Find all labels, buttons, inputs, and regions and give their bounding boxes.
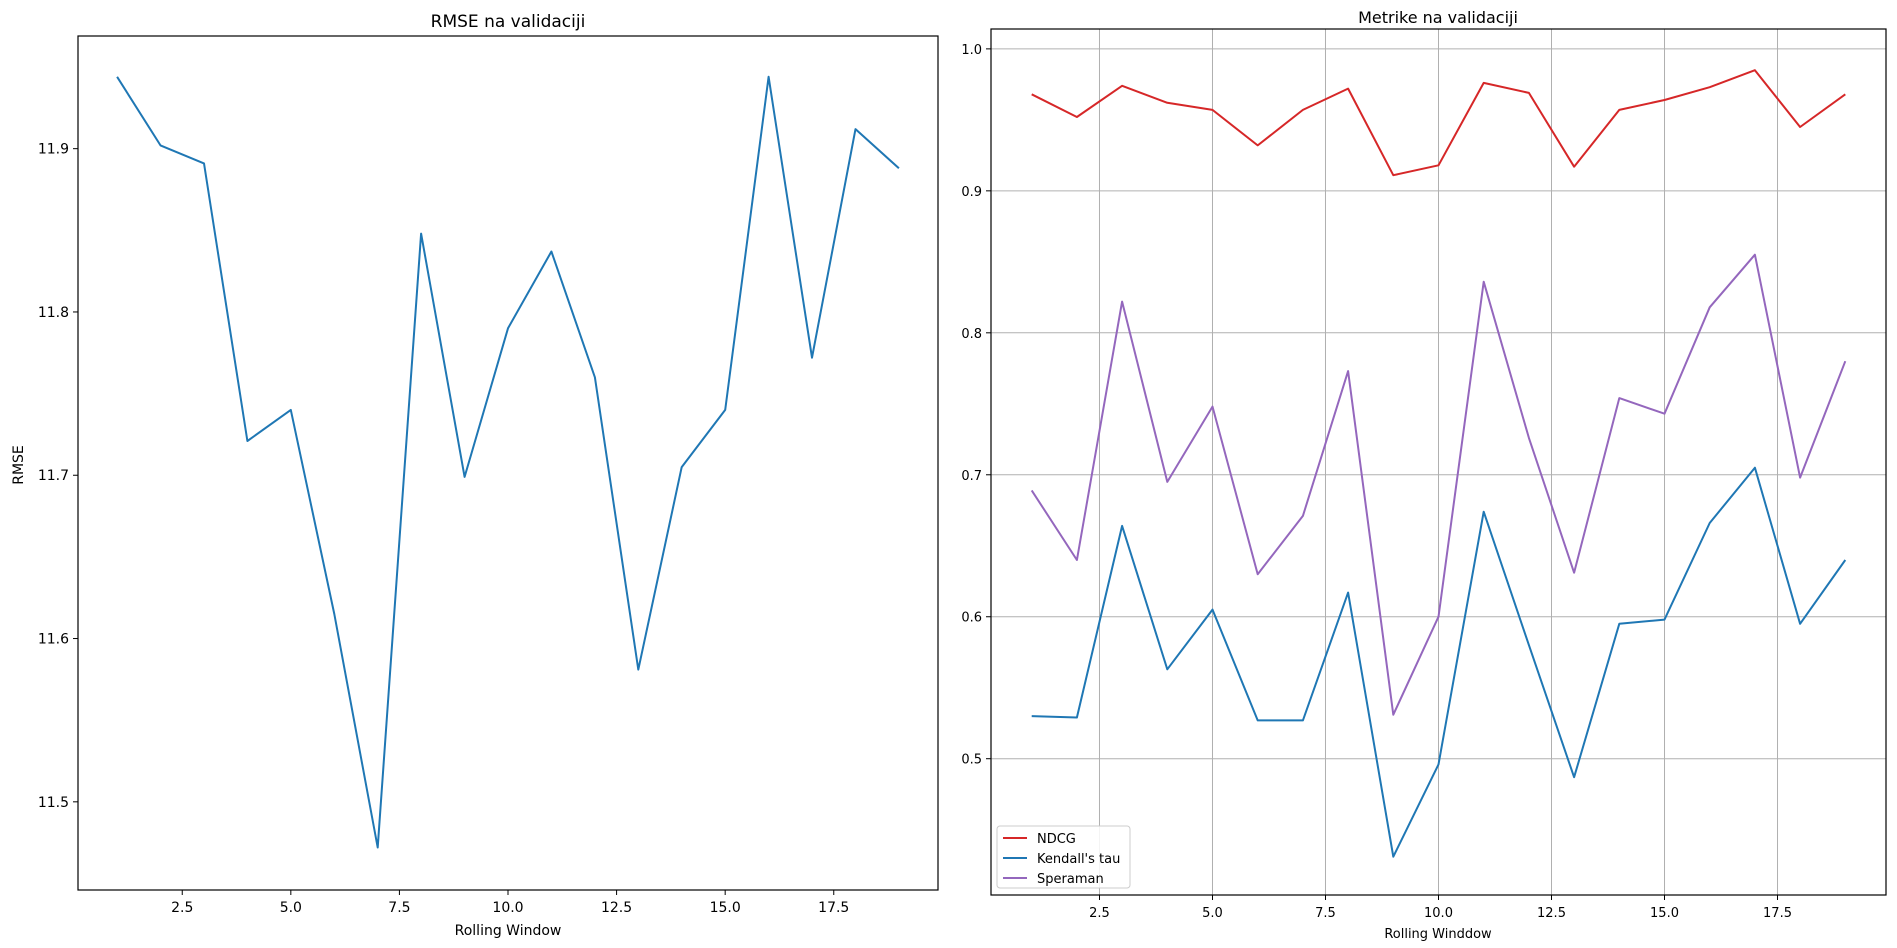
plot-frame — [77, 35, 939, 891]
x-tick-label: 2.5 — [171, 900, 193, 916]
x-tick-label: 17.5 — [1763, 906, 1792, 921]
y-tick-label: 0.8 — [961, 327, 982, 342]
legend: NDCG Kendall's tau Speraman — [996, 825, 1131, 889]
x-tick-label: 2.5 — [1089, 906, 1110, 921]
chart-title: Metrike na validaciji — [1358, 8, 1518, 27]
metrics-chart: Metrike na validaciji Rolling Winddow 2.… — [961, 8, 1887, 942]
y-tick-label: 1.0 — [961, 43, 982, 58]
x-tick-label: 10.0 — [1424, 906, 1453, 921]
legend-label: NDCG — [1037, 832, 1076, 847]
y-tick-label: 11.9 — [38, 142, 69, 158]
y-tick-label: 0.9 — [961, 185, 982, 200]
y-tick-label: 11.7 — [38, 468, 69, 484]
y-tick-label: 11.8 — [38, 305, 69, 321]
series-line-0 — [116, 75, 900, 849]
y-tick-label: 0.6 — [961, 611, 982, 626]
series-line-kendall-s-tau — [1031, 466, 1847, 858]
y-tick-label: 11.6 — [38, 632, 69, 648]
x-tick-label: 12.5 — [1537, 906, 1566, 921]
x-tick-label: 5.0 — [1202, 906, 1223, 921]
x-tick-label: 10.0 — [492, 900, 523, 916]
x-tick-label: 5.0 — [280, 900, 302, 916]
series-line-speraman — [1030, 253, 1847, 716]
x-tick-label: 15.0 — [1650, 906, 1679, 921]
y-tick-label: 0.7 — [961, 469, 982, 484]
y-tick-label: 0.5 — [961, 753, 982, 768]
legend-label: Speraman — [1037, 872, 1104, 887]
x-tick-label: 15.0 — [710, 900, 741, 916]
legend-box — [996, 825, 1131, 889]
chart-title: RMSE na validaciji — [431, 12, 586, 32]
y-tick-label: 11.5 — [38, 795, 69, 811]
x-tick-label: 17.5 — [818, 900, 849, 916]
rmse-chart: RMSE na validaciji Rolling Window RMSE 2… — [11, 12, 939, 939]
series-line-ndcg — [1031, 69, 1846, 177]
x-axis-label: Rolling Winddow — [1384, 927, 1492, 942]
y-axis-label: RMSE — [11, 445, 27, 485]
x-axis-label: Rolling Window — [455, 923, 562, 939]
x-tick-label: 12.5 — [601, 900, 632, 916]
x-tick-label: 7.5 — [1315, 906, 1336, 921]
x-tick-label: 7.5 — [388, 900, 410, 916]
legend-label: Kendall's tau — [1037, 852, 1120, 867]
